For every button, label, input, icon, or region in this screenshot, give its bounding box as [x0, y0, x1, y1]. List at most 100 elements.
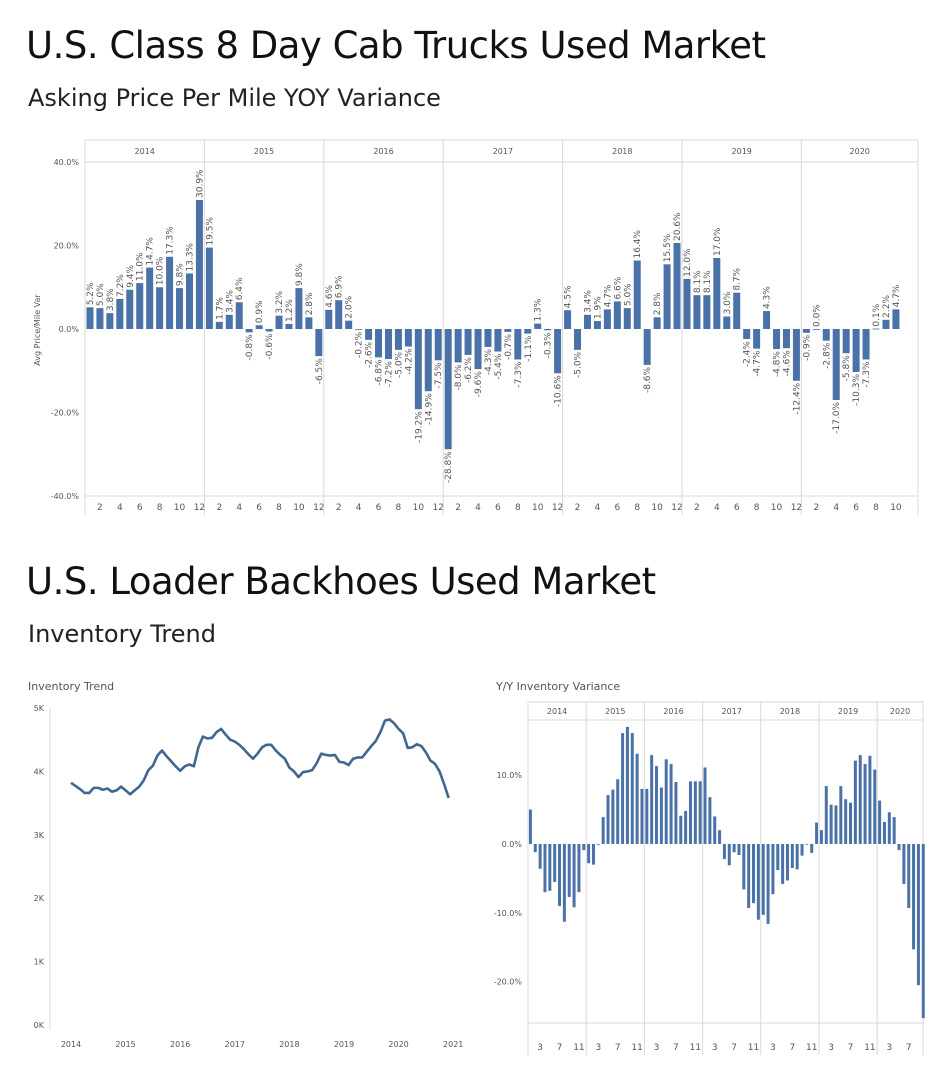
- x-tick-label: 7: [789, 1043, 795, 1053]
- data-label: 17.0%: [713, 227, 723, 256]
- data-label: 2.8%: [305, 292, 315, 315]
- data-label: -7.3%: [862, 361, 872, 388]
- y-tick-label: 2K: [34, 894, 45, 903]
- y-tick-label: 5K: [34, 704, 45, 713]
- bar: [882, 821, 886, 844]
- x-tick-label: 6: [614, 503, 620, 513]
- bar: [265, 329, 273, 332]
- data-label: 4.5%: [564, 285, 574, 308]
- bar: [596, 843, 600, 845]
- x-tick-label: 3: [886, 1043, 892, 1053]
- bar: [625, 726, 629, 844]
- data-label: -8.0%: [454, 364, 464, 391]
- bar: [616, 779, 620, 844]
- chart-title: Inventory Trend: [28, 680, 114, 693]
- bar: [235, 302, 243, 329]
- bar: [853, 760, 857, 844]
- y-tick-label: 40.0%: [54, 158, 80, 167]
- x-tick-label: 8: [157, 503, 163, 513]
- bar: [404, 329, 412, 347]
- data-label: -10.3%: [852, 374, 862, 406]
- bar: [737, 843, 741, 855]
- bar: [683, 278, 691, 329]
- data-label: -4.3%: [484, 349, 494, 376]
- bar: [776, 843, 780, 871]
- bar: [474, 329, 482, 370]
- bar: [215, 321, 223, 329]
- bar: [839, 786, 843, 844]
- bar: [621, 733, 625, 844]
- data-label: -5.8%: [842, 355, 852, 382]
- data-label: 5.2%: [86, 282, 96, 305]
- inventory-line: [70, 718, 450, 799]
- x-tick-label: 3: [828, 1043, 834, 1053]
- bar: [394, 329, 402, 350]
- data-label: -19.2%: [414, 411, 424, 443]
- bar: [829, 804, 833, 844]
- year-header-label: 2015: [605, 707, 625, 716]
- x-tick-label: 8: [873, 503, 879, 513]
- bar: [684, 810, 688, 844]
- bar: [766, 843, 770, 924]
- data-label: -6.2%: [464, 356, 474, 383]
- bar: [464, 329, 472, 355]
- bar: [743, 329, 751, 340]
- bar: [858, 755, 862, 844]
- data-label: 2.0%: [345, 295, 355, 318]
- y-tick-label: 4K: [34, 767, 45, 776]
- x-tick-label: 8: [515, 503, 521, 513]
- data-label: 0.0%: [812, 304, 822, 327]
- data-label: 3.2%: [275, 290, 285, 313]
- data-label: 19.5%: [205, 217, 215, 246]
- data-label: 3.4%: [225, 289, 235, 312]
- bar: [844, 799, 848, 844]
- data-label: -0.8%: [245, 334, 255, 361]
- bar: [524, 329, 532, 334]
- bar: [633, 260, 641, 329]
- data-label: -5.0%: [574, 351, 584, 378]
- bar: [842, 329, 850, 354]
- bar: [587, 843, 591, 864]
- x-tick-label: 7: [906, 1043, 912, 1053]
- bar: [554, 329, 562, 374]
- bar: [538, 843, 542, 869]
- bar: [166, 256, 174, 329]
- bar: [613, 301, 621, 329]
- bar: [484, 329, 492, 347]
- x-tick-label: 2: [336, 503, 342, 513]
- chart-title: Y/Y Inventory Variance: [495, 680, 620, 693]
- x-tick-label: 4: [833, 503, 839, 513]
- bar: [887, 812, 891, 844]
- data-label: 7.2%: [116, 274, 126, 297]
- bar: [708, 797, 712, 844]
- bar: [136, 283, 144, 329]
- bar: [693, 781, 697, 844]
- x-tick-label: 2019: [334, 1040, 354, 1049]
- bar: [543, 843, 547, 893]
- bar: [345, 320, 353, 329]
- bar: [295, 288, 303, 329]
- data-label: 16.4%: [633, 229, 643, 258]
- bar: [504, 329, 512, 332]
- bar: [650, 755, 654, 844]
- y-tick-label: -20.0%: [51, 409, 80, 418]
- bar: [548, 843, 552, 891]
- bar: [824, 786, 828, 844]
- bar: [688, 781, 692, 844]
- data-label: -7.2%: [384, 361, 394, 388]
- bar: [176, 288, 184, 329]
- bar: [810, 843, 814, 853]
- bar: [921, 843, 925, 1019]
- x-tick-label: 2020: [388, 1040, 408, 1049]
- data-label: -0.3%: [544, 332, 554, 359]
- x-tick-label: 2014: [61, 1040, 81, 1049]
- bar: [558, 843, 562, 906]
- bar: [414, 329, 422, 410]
- x-tick-label: 4: [475, 503, 481, 513]
- y-tick-label: -20.0%: [494, 978, 523, 987]
- bar: [832, 329, 840, 400]
- bar: [800, 843, 804, 856]
- bar: [882, 319, 890, 329]
- data-label: 3.8%: [106, 288, 116, 311]
